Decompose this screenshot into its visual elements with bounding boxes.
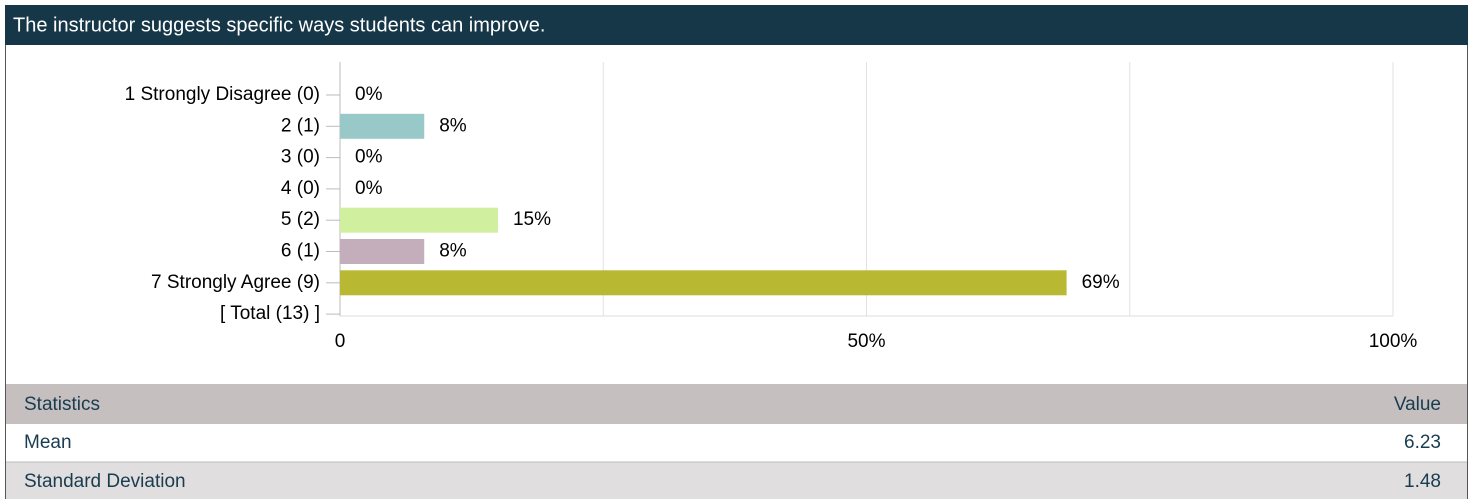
value-label: 0% xyxy=(355,178,383,199)
bar xyxy=(340,113,425,139)
header-bar xyxy=(5,5,1468,45)
x-tick-label: 50% xyxy=(847,331,885,352)
y-tick-label: 5 (2) xyxy=(281,209,320,230)
value-label: 0% xyxy=(355,147,383,168)
chart-title: The instructor suggests specific ways st… xyxy=(13,14,545,36)
value-label: 8% xyxy=(439,241,467,262)
y-tick-label: 4 (0) xyxy=(281,178,320,199)
y-tick-label: 1 Strongly Disagree (0) xyxy=(125,84,320,105)
stats-header: Statistics xyxy=(24,394,100,415)
value-label: 8% xyxy=(439,115,467,136)
stats-header-row xyxy=(6,384,1467,424)
stats-label: Mean xyxy=(24,432,72,453)
y-tick-label: 7 Strongly Agree (9) xyxy=(151,272,320,293)
bar xyxy=(340,270,1067,296)
stats-value: 1.48 xyxy=(1404,471,1441,492)
bar xyxy=(340,207,498,233)
x-tick-label: 0 xyxy=(335,331,346,352)
stats-row xyxy=(6,462,1467,499)
x-tick-label: 100% xyxy=(1369,331,1418,352)
stats-header: Value xyxy=(1394,394,1441,415)
bar xyxy=(340,239,425,264)
value-label: 0% xyxy=(355,84,383,105)
y-tick-label: [ Total (13) ] xyxy=(220,303,320,324)
stats-label: Standard Deviation xyxy=(24,471,186,492)
value-label: 69% xyxy=(1082,272,1120,293)
y-tick-label: 2 (1) xyxy=(281,115,320,136)
stats-row xyxy=(6,424,1467,462)
y-tick-label: 3 (0) xyxy=(281,147,320,168)
stats-value: 6.23 xyxy=(1404,432,1441,453)
value-label: 15% xyxy=(513,209,551,230)
y-tick-label: 6 (1) xyxy=(281,241,320,262)
